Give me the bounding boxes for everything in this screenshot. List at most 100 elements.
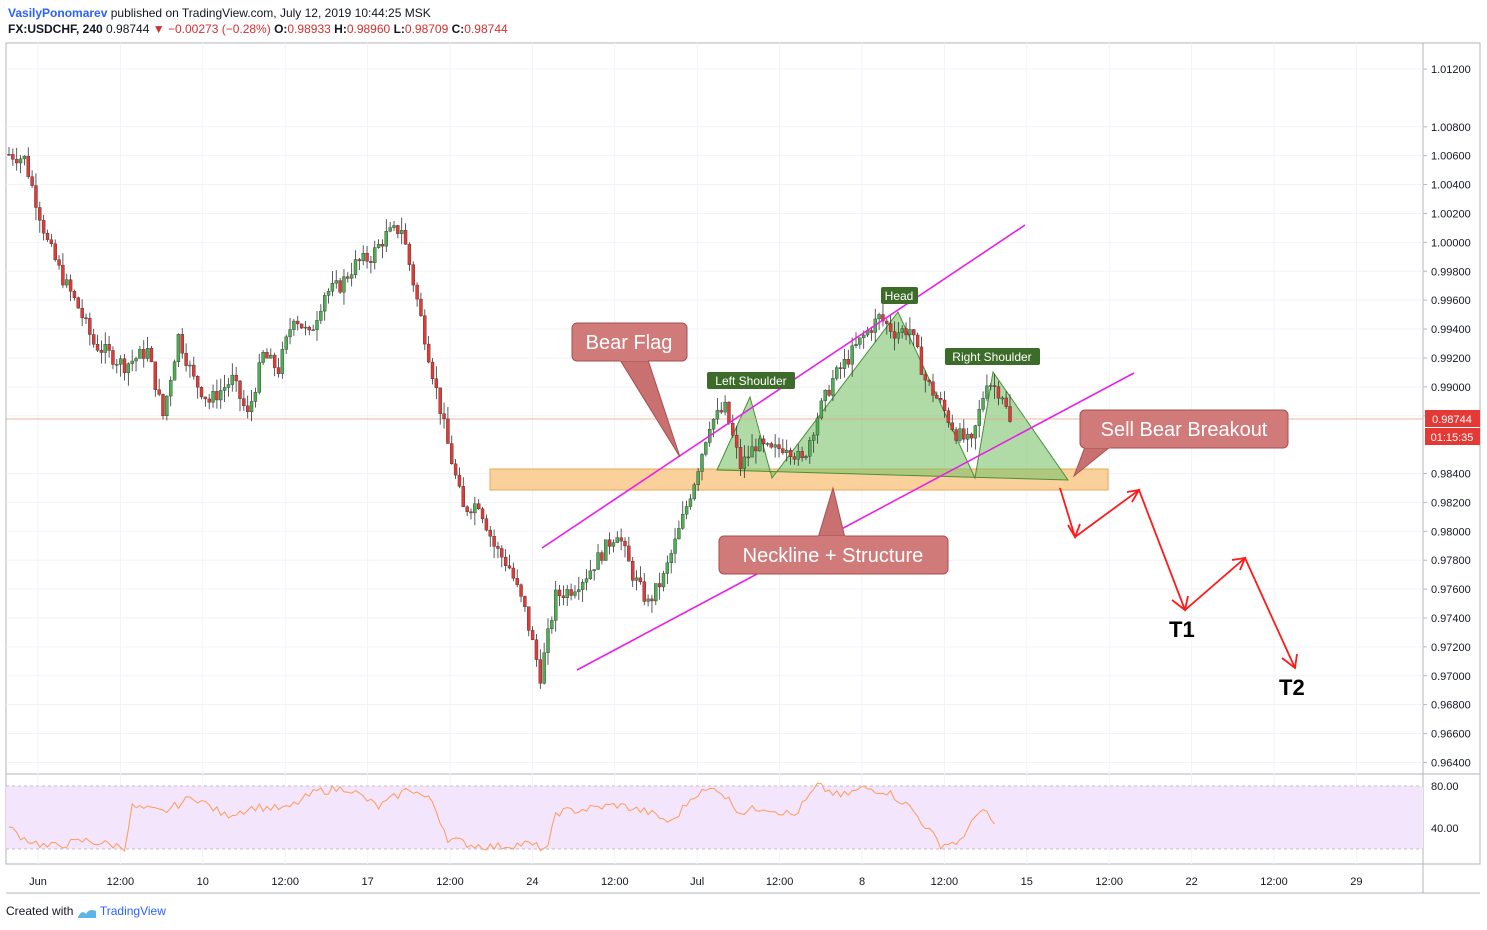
candle-body <box>627 545 631 562</box>
rsi-band <box>6 786 1423 849</box>
last-price: 0.98744 <box>106 22 150 36</box>
candle-body <box>835 367 839 379</box>
candle-body <box>942 399 947 411</box>
price-tick-label: 0.96400 <box>1431 757 1471 769</box>
candles <box>7 146 1012 689</box>
candle-body <box>492 536 496 547</box>
candle-body <box>611 542 616 547</box>
candle-body <box>172 361 177 381</box>
neckline-callout: Neckline + Structure <box>718 486 949 575</box>
symbol-label[interactable]: FX:USDCHF, 240 <box>8 22 103 36</box>
candle-body <box>688 498 693 507</box>
candle-body <box>411 264 415 286</box>
candle-body <box>669 553 673 563</box>
candle-body <box>515 578 519 585</box>
price-tick-label: 1.00200 <box>1431 208 1471 220</box>
candle-body <box>546 628 550 653</box>
candle-body <box>311 329 315 331</box>
candle-body <box>488 529 492 537</box>
candle-body <box>238 380 242 399</box>
candle-body <box>118 358 123 365</box>
candle-body <box>665 562 670 574</box>
candle-body <box>673 538 677 554</box>
open-value: 0.98933 <box>287 22 331 36</box>
candle-body <box>596 552 600 570</box>
time-axis[interactable]: Jun 12:00 10 12:00 17 12:00 24 12:00 Jul 12:00 8 12… <box>29 876 1362 888</box>
time-tick-label: 10 <box>197 876 209 888</box>
candle-body <box>538 659 542 684</box>
change-value: ▼ −0.00273 (−0.28%) <box>152 22 271 36</box>
head-label: Head <box>885 289 914 303</box>
candle-body <box>777 444 781 449</box>
price-tick-label: 1.00400 <box>1431 180 1471 192</box>
candle-body <box>45 233 50 240</box>
price-tick-label: 0.99800 <box>1431 266 1471 278</box>
author-link[interactable]: VasilyPonomarev <box>8 6 108 20</box>
candle-body <box>946 410 951 423</box>
candle-body <box>288 329 292 338</box>
candle-body <box>142 349 146 359</box>
candle-body <box>557 589 562 597</box>
tradingview-logo-icon <box>77 907 97 918</box>
candle-body <box>419 298 423 316</box>
candle-body <box>877 314 881 320</box>
candle-body <box>900 328 904 333</box>
time-tick-label: 22 <box>1185 876 1197 888</box>
candle-body <box>846 359 850 365</box>
candle-body <box>827 390 831 396</box>
candle-body <box>41 220 46 234</box>
candle-body <box>199 387 204 398</box>
candle-body <box>211 391 215 403</box>
candle-body <box>661 573 666 588</box>
candle-body <box>503 556 508 567</box>
candle-body <box>565 589 569 599</box>
candle-body <box>696 471 700 485</box>
candle-body <box>954 429 958 441</box>
candle-body <box>18 158 23 164</box>
candle-body <box>638 577 643 582</box>
candle-body <box>284 336 288 350</box>
candle-body <box>996 386 1001 399</box>
candle-body <box>896 332 901 339</box>
candle-body <box>761 438 766 444</box>
candle-body <box>534 639 539 660</box>
candle-body <box>815 417 820 436</box>
candle-body <box>580 581 585 590</box>
candle-body <box>592 569 596 572</box>
price-tick-label: 0.97200 <box>1431 642 1471 654</box>
rsi-line <box>8 782 995 852</box>
candle-body <box>992 385 997 387</box>
price-tick-label: 0.96600 <box>1431 729 1471 741</box>
price-tick-label: 0.98200 <box>1431 497 1471 509</box>
candle-body <box>80 307 84 318</box>
candle-body <box>765 443 770 445</box>
time-tick-label: 12:00 <box>1095 876 1123 888</box>
candle-body <box>161 394 165 417</box>
tradingview-brand[interactable]: TradingView <box>99 904 166 918</box>
candle-body <box>885 320 889 324</box>
publish-info: published on TradingView.com, July 12, 2… <box>110 6 431 20</box>
candle-body <box>72 291 77 298</box>
candle-body <box>734 435 739 448</box>
candle-body <box>326 291 331 296</box>
candle-body <box>257 362 261 393</box>
candle-body <box>149 348 154 363</box>
candle-body <box>126 363 131 374</box>
candle-body <box>426 343 431 363</box>
candle-body <box>130 360 134 364</box>
candle-body <box>550 620 554 629</box>
candle-body <box>226 384 231 388</box>
ohlc-legend: FX:USDCHF, 240 0.98744 ▼ −0.00273 (−0.28… <box>8 20 508 38</box>
price-tick-label: 1.00000 <box>1431 237 1471 249</box>
candle-body <box>342 276 346 293</box>
candle-body <box>642 581 646 602</box>
candle-body <box>919 346 924 375</box>
candle-body <box>203 396 208 400</box>
candle-body <box>91 334 96 345</box>
candle-body <box>334 280 338 284</box>
candle-body <box>646 598 650 602</box>
candle-body <box>842 359 847 369</box>
candle-body <box>619 537 623 542</box>
candle-body <box>376 244 381 248</box>
